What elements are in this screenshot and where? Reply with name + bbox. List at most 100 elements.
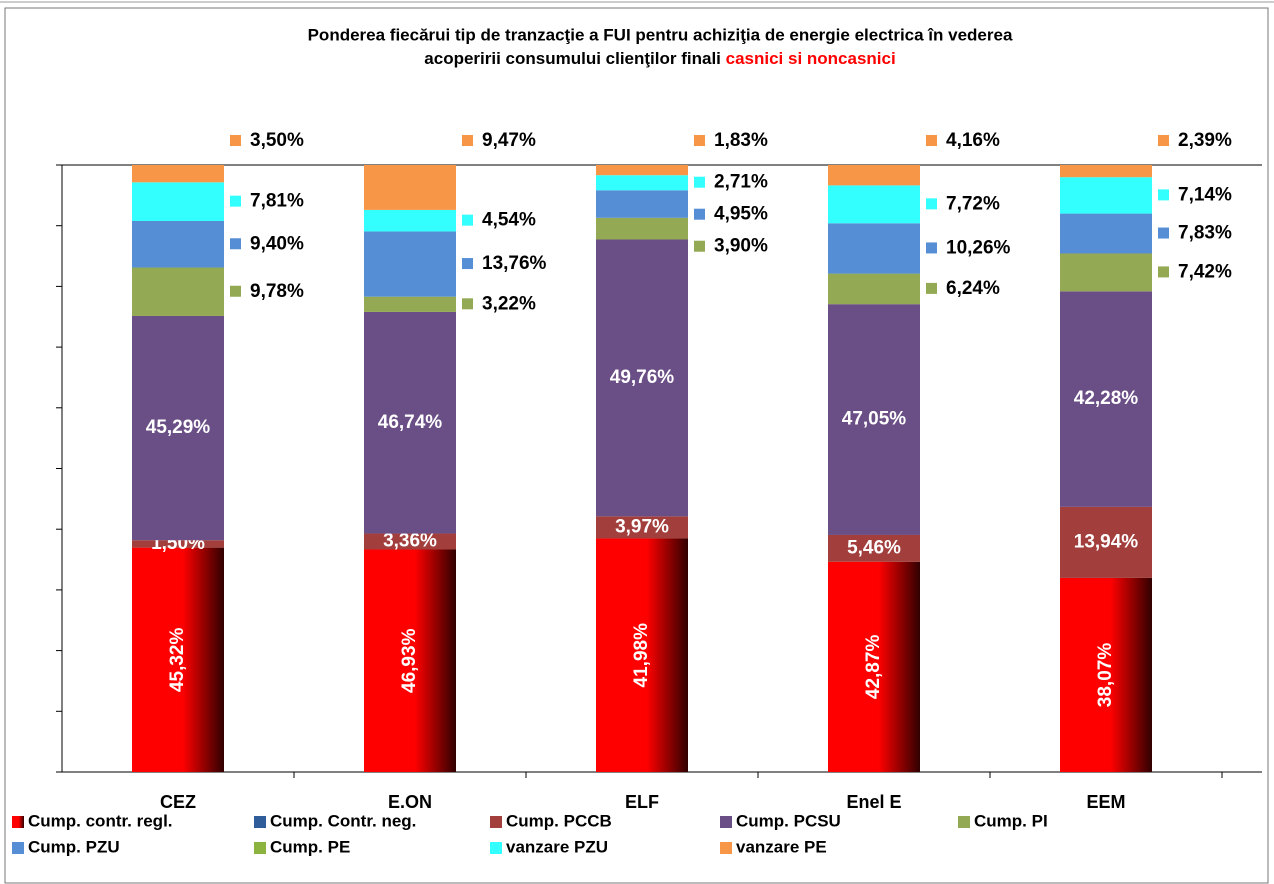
- bar-segment: [596, 217, 688, 240]
- label-marker: [926, 135, 937, 146]
- title-line: acoperirii consumului clienţilor finali: [424, 49, 725, 68]
- data-label: 7,14%: [1178, 184, 1232, 205]
- data-label: 46,93%: [399, 628, 420, 693]
- data-label: 5,46%: [847, 537, 901, 558]
- bar-segment: [596, 190, 688, 218]
- data-label: 47,05%: [842, 409, 907, 430]
- bar-segment: [596, 516, 688, 539]
- label-marker: [462, 214, 473, 226]
- data-label: 7,72%: [946, 193, 1000, 214]
- data-label: 4,95%: [714, 204, 768, 225]
- legend-marker: [720, 842, 732, 854]
- data-label: 9,47%: [482, 130, 536, 151]
- data-label: 3,22%: [482, 293, 536, 314]
- legend-marker: [490, 816, 502, 828]
- legend-label: Cump. PCSU: [736, 811, 841, 830]
- label-marker: [230, 135, 241, 146]
- data-label: 41,98%: [631, 623, 652, 688]
- bar-segment: [364, 311, 456, 534]
- bar-segment: [364, 549, 456, 772]
- bar-segment: [132, 540, 224, 548]
- legend-label: Cump. PCCB: [506, 811, 612, 830]
- x-tick-label: CEZ: [160, 792, 196, 812]
- label-marker: [926, 282, 937, 294]
- bar-segment: [828, 185, 920, 224]
- label-marker: [694, 208, 705, 220]
- x-tick-label: ELF: [625, 792, 659, 812]
- x-tick-label: EEM: [1086, 792, 1125, 812]
- legend-label: Cump. PZU: [28, 837, 120, 856]
- chart-frame: [4, 7, 1269, 884]
- legend-marker: [12, 816, 24, 828]
- data-label: 45,29%: [146, 417, 211, 438]
- x-tick-label: Enel E: [846, 792, 901, 812]
- bar-segment: [132, 267, 224, 316]
- data-label: 13,94%: [1074, 531, 1139, 552]
- data-label: 13,76%: [482, 253, 547, 274]
- bar-segment: [1060, 577, 1152, 772]
- label-marker: [694, 135, 705, 146]
- bar-segment: [596, 239, 688, 517]
- data-label: 7,81%: [250, 191, 304, 212]
- bar-segment: [828, 223, 920, 274]
- bar-segment: [132, 220, 224, 268]
- data-label: 7,83%: [1178, 223, 1232, 244]
- data-label: 10,26%: [946, 237, 1011, 258]
- label-marker: [462, 298, 473, 310]
- data-label: 42,87%: [863, 635, 884, 700]
- bar-segment: [828, 165, 920, 186]
- bar-segment: [1060, 165, 1152, 178]
- data-label: 1,83%: [714, 130, 768, 151]
- label-marker: [694, 176, 705, 188]
- label-marker: [1158, 227, 1169, 239]
- legend-marker: [254, 816, 266, 828]
- bar-segment: [132, 165, 224, 183]
- bar-segment: [828, 304, 920, 535]
- bar-segment: [132, 547, 224, 772]
- data-label: 3,36%: [383, 531, 437, 552]
- bar-segment: [364, 533, 456, 550]
- bar-segment: [1060, 213, 1152, 254]
- label-marker: [462, 258, 473, 270]
- data-label: 4,54%: [482, 210, 536, 231]
- bar-segment: [364, 296, 456, 312]
- data-label: 3,50%: [250, 130, 304, 151]
- data-label: 38,07%: [1095, 643, 1116, 708]
- data-label: 2,39%: [1178, 130, 1232, 151]
- bar-segment: [1060, 177, 1152, 214]
- bar-segment: [828, 273, 920, 305]
- data-label: 4,16%: [946, 130, 1000, 151]
- data-label: 3,90%: [714, 236, 768, 257]
- label-marker: [1158, 135, 1169, 146]
- label-marker: [1158, 189, 1169, 201]
- bar-segment: [596, 538, 688, 772]
- legend-label: Cump. Contr. neg.: [270, 811, 416, 830]
- x-tick-label: E.ON: [388, 792, 432, 812]
- bar-segment: [364, 231, 456, 297]
- label-marker: [230, 195, 241, 207]
- legend-marker: [12, 842, 24, 854]
- bar-segment: [364, 165, 456, 210]
- legend-label: vanzare PE: [736, 837, 827, 856]
- bar-segment: [132, 182, 224, 221]
- label-marker: [926, 242, 937, 254]
- data-label: 46,74%: [378, 412, 443, 433]
- legend-marker: [958, 816, 970, 828]
- bar-segment: [596, 165, 688, 176]
- legend-marker: [720, 816, 732, 828]
- data-label: 42,28%: [1074, 388, 1139, 409]
- label-marker: [230, 285, 241, 297]
- label-marker: [926, 198, 937, 210]
- data-label: 3,97%: [615, 516, 669, 537]
- data-label: 45,32%: [167, 627, 188, 692]
- data-label: 2,71%: [714, 172, 768, 193]
- bar-segment: [828, 534, 920, 562]
- bar-segment: [364, 209, 456, 232]
- legend-label: vanzare PZU: [506, 837, 608, 856]
- title-highlight: casnici si noncasnici: [726, 49, 896, 68]
- legend-label: Cump. contr. regl.: [28, 811, 173, 830]
- bar-segment: [828, 561, 920, 772]
- data-label: 49,76%: [610, 367, 675, 388]
- legend-marker: [490, 842, 502, 854]
